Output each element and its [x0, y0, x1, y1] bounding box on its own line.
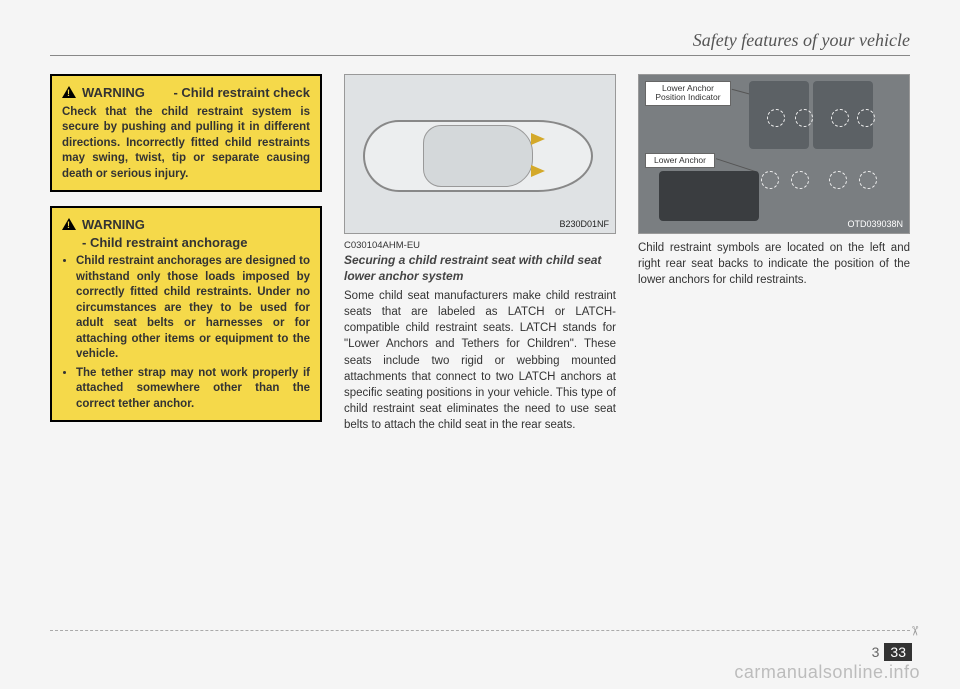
figure-code: B230D01NF [559, 219, 609, 229]
anchor-indicator-circle [767, 109, 785, 127]
body-paragraph: Child restraint symbols are located on t… [638, 240, 910, 288]
scissors-icon: ✂ [907, 626, 923, 637]
reference-code: C030104AHM-EU [344, 240, 616, 251]
anchor-arrow-icon [531, 133, 545, 145]
callout-position-indicator: Lower Anchor Position Indicator [645, 81, 731, 106]
warning-list: Child restraint anchorages are designed … [62, 254, 310, 412]
warning-subtitle: - Child restraint anchorage [82, 234, 310, 252]
anchor-indicator-circle [761, 171, 779, 189]
body-paragraph: Some child seat manufacturers make child… [344, 288, 616, 433]
figure-car-topview: B230D01NF [344, 74, 616, 234]
watermark-text: carmanualsonline.info [734, 662, 920, 683]
warning-label: WARNING [82, 217, 145, 232]
column-2: B230D01NF C030104AHM-EU Securing a child… [344, 74, 616, 436]
anchor-indicator-circle [829, 171, 847, 189]
manual-page: Safety features of your vehicle WARNING … [0, 0, 960, 689]
anchor-indicator-circle [857, 109, 875, 127]
page-number: 3 33 [872, 643, 912, 661]
column-1: WARNING - Child restraint check Check th… [50, 74, 322, 436]
cut-line [50, 630, 910, 631]
anchor-indicator-circle [795, 109, 813, 127]
column-3: Lower Anchor Position Indicator Lower An… [638, 74, 910, 436]
section-number: 3 [872, 644, 882, 660]
anchor-indicator-circle [791, 171, 809, 189]
page-number-value: 33 [884, 643, 912, 661]
warning-header: WARNING - Child restraint check [62, 84, 310, 102]
figure-rear-seat-anchors: Lower Anchor Position Indicator Lower An… [638, 74, 910, 234]
car-cabin [423, 125, 533, 187]
warning-triangle-icon [62, 218, 76, 230]
warning-label: WARNING [82, 85, 145, 100]
figure-code: OTD039038N [847, 219, 903, 229]
anchor-arrow-icon [531, 165, 545, 177]
callout-lower-anchor: Lower Anchor [645, 153, 715, 168]
warning-box-restraint-check: WARNING - Child restraint check Check th… [50, 74, 322, 192]
anchor-indicator-circle [831, 109, 849, 127]
warning-bullet: Child restraint anchorages are designed … [76, 254, 310, 363]
page-header: Safety features of your vehicle [50, 30, 910, 56]
warning-body: Check that the child restraint system is… [62, 105, 310, 183]
warning-box-anchorage: WARNING - Child restraint anchorage Chil… [50, 206, 322, 422]
warning-bullet: The tether strap may not work properly i… [76, 366, 310, 413]
content-columns: WARNING - Child restraint check Check th… [50, 74, 910, 436]
anchor-indicator-circle [859, 171, 877, 189]
warning-header: WARNING - Child restraint anchorage [62, 216, 310, 251]
warning-triangle-icon [62, 86, 76, 98]
subsection-title: Securing a child restraint seat with chi… [344, 253, 616, 284]
warning-subtitle: - Child restraint check [173, 84, 310, 102]
seat-cushion [659, 171, 759, 221]
